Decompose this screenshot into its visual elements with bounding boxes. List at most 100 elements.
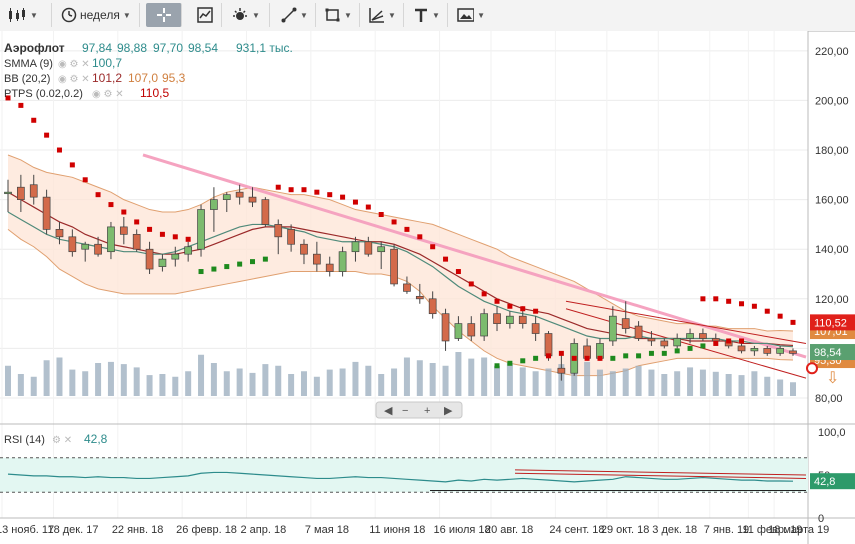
price-tick-label: 160,00 [815, 195, 849, 207]
eye-icon[interactable]: ◉ ⚙ ✕ [92, 89, 124, 100]
bb-mid-value: 101,2 [92, 71, 122, 85]
ptps-dot [636, 353, 642, 359]
shapes-button[interactable]: ▼ [320, 3, 360, 27]
price-axis[interactable]: 220,00 200,00 180,00 160,00 140,00 120,00 100,… [807, 31, 849, 544]
volume-bar [249, 372, 256, 396]
candle-down [428, 298, 437, 315]
rsi-trend-line [514, 469, 807, 476]
candle-up [377, 246, 386, 253]
candle-down [711, 338, 720, 342]
draw-line-button[interactable]: ▼ [276, 3, 316, 27]
volume-bar [494, 365, 501, 396]
candle-down [660, 340, 669, 347]
ptps-dot [430, 244, 436, 250]
text-icon [415, 8, 427, 22]
candle-up [184, 246, 193, 255]
volume-bar [82, 371, 89, 396]
layout-button[interactable] [188, 3, 222, 27]
candle-down [415, 295, 424, 300]
volume-bar [56, 357, 63, 396]
crosshair-button[interactable] [146, 3, 182, 27]
ptps-dot [661, 350, 667, 356]
arrow-down-icon: ⇩ [826, 370, 839, 387]
gear-icon[interactable]: ⚙ ✕ [52, 435, 72, 446]
ptps-dot [700, 343, 706, 349]
ptps-dot [726, 338, 732, 344]
volume-bar [506, 363, 513, 396]
volume-bar [532, 371, 539, 396]
candle-down [763, 348, 772, 354]
chart-type-button[interactable]: ▼ [0, 3, 52, 27]
volume-bar [764, 376, 771, 396]
candle-down [17, 186, 25, 200]
rsi-label: RSI (14) [4, 434, 45, 446]
volume-bar [30, 376, 37, 396]
ptps-dot [739, 338, 745, 344]
ohlc-close: 98,54 [188, 41, 218, 55]
scroll-left-icon[interactable]: ◀ [384, 405, 393, 417]
candle-down [145, 248, 154, 270]
candle-down [29, 184, 38, 198]
rsi-line [7, 471, 794, 483]
ptps-dot [314, 189, 320, 195]
eye-icon[interactable]: ◉ ⚙ ✕ [58, 59, 90, 70]
ptps-dot [713, 340, 719, 346]
time-tick-label: 24 сент. 18 [549, 524, 604, 536]
candle-down [531, 323, 540, 334]
volume-bar [481, 357, 488, 396]
ptps-dot [404, 226, 410, 232]
ptps-dot [108, 202, 114, 208]
trend-lines[interactable] [142, 153, 807, 379]
ptps-dot [700, 296, 706, 302]
chevron-down-icon: ▼ [252, 10, 260, 20]
candle-up [107, 226, 115, 253]
candle-down [518, 315, 527, 324]
candle-up [210, 199, 218, 210]
scroll-right-icon[interactable]: ▶ [444, 405, 453, 417]
eye-icon[interactable]: ◉ ⚙ ✕ [58, 74, 90, 85]
candle-down [493, 313, 501, 324]
bb-upper-line [7, 154, 794, 332]
volume-bar [455, 352, 462, 396]
price-tick-label: 200,00 [815, 95, 849, 107]
volume-bar [288, 374, 295, 396]
volume-bar [545, 368, 552, 396]
screenshot-button[interactable]: ▼ [452, 3, 490, 27]
ptps-dot [790, 319, 796, 325]
fib-button[interactable]: ▼ [364, 3, 404, 27]
ptps-dot [713, 296, 719, 302]
ptps-dot [739, 301, 745, 307]
ptps-dot [275, 184, 281, 190]
ptps-dot [95, 192, 101, 198]
zoom-in-icon[interactable]: + [424, 405, 430, 417]
candle-down [300, 243, 308, 255]
scroll-controls[interactable]: ◀ − + ▶ [375, 401, 463, 419]
zoom-out-icon[interactable]: − [402, 405, 408, 417]
candle-down [441, 313, 450, 342]
volume-bar [416, 360, 423, 396]
chevron-down-icon: ▼ [122, 10, 131, 20]
volume-bar [661, 374, 668, 396]
price-chart[interactable]: 220,00 200,00 180,00 160,00 140,00 120,00 100,… [0, 31, 855, 544]
candle-down [634, 325, 643, 339]
candle-up [776, 348, 784, 354]
candle-down [699, 333, 707, 339]
volume-bar [429, 363, 436, 396]
clock-icon [61, 7, 77, 23]
candle-down [119, 226, 128, 235]
ptps-dot [777, 313, 783, 319]
indicators-button[interactable]: ▼ [226, 3, 270, 27]
volume-bar [326, 369, 333, 396]
period-select[interactable]: неделя ▼ [56, 3, 140, 27]
price-tick-label: 220,00 [815, 46, 849, 58]
ptps-dot [185, 236, 191, 242]
candle-up [673, 338, 682, 347]
ptps-dot [417, 234, 423, 240]
volume-bar [300, 371, 307, 396]
candle-down [325, 263, 334, 272]
candle-down [403, 283, 411, 292]
time-tick-label: 2 апр. 18 [241, 524, 287, 536]
text-button[interactable]: ▼ [408, 3, 448, 27]
